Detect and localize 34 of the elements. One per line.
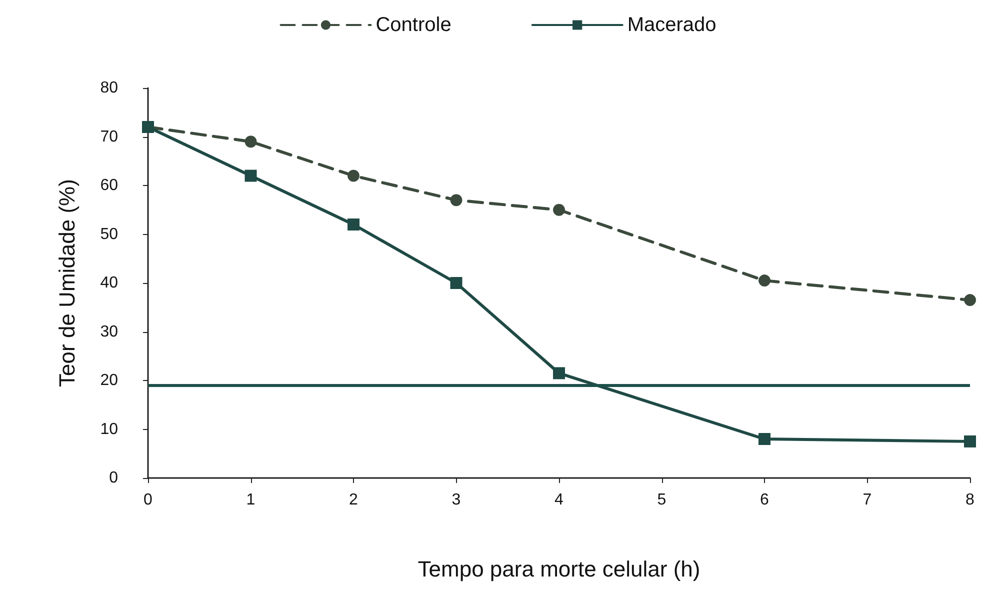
point <box>450 194 462 206</box>
y-tick-label: 20 <box>100 372 118 389</box>
point <box>553 204 565 216</box>
y-axis-title: Teor de Umidade (%) <box>54 179 80 387</box>
point <box>553 367 565 380</box>
point <box>244 170 257 182</box>
x-tick-label: 5 <box>657 492 666 508</box>
y-tick-label: 0 <box>109 470 118 486</box>
x-tick-label: 0 <box>144 492 153 508</box>
point <box>348 218 360 230</box>
legend-label: Controle <box>376 14 452 36</box>
x-tick-label: 6 <box>760 492 770 508</box>
point <box>964 294 976 306</box>
x-tick-label: 3 <box>452 492 461 508</box>
point <box>244 136 257 148</box>
x-tick-label: 1 <box>246 492 256 508</box>
y-tick-label: 80 <box>100 80 118 96</box>
x-tick-label: 4 <box>554 492 564 508</box>
point <box>450 277 462 289</box>
y-tick-label: 40 <box>100 274 118 292</box>
y-tick-label: 60 <box>100 177 118 194</box>
point <box>348 170 360 182</box>
point <box>758 433 770 445</box>
legend-label: Macerado <box>627 14 716 36</box>
point <box>758 274 770 287</box>
x-tick-label: 7 <box>862 492 872 508</box>
x-axis-title: Tempo para morte celular (h) <box>418 556 700 582</box>
point <box>964 435 976 448</box>
x-tick-label: 2 <box>349 492 358 508</box>
x-tick-label: 8 <box>966 492 975 508</box>
y-tick-label: 70 <box>100 128 118 146</box>
y-tick-label: 30 <box>100 323 118 340</box>
y-tick-label: 10 <box>100 420 118 438</box>
y-tick-label: 50 <box>100 226 118 243</box>
